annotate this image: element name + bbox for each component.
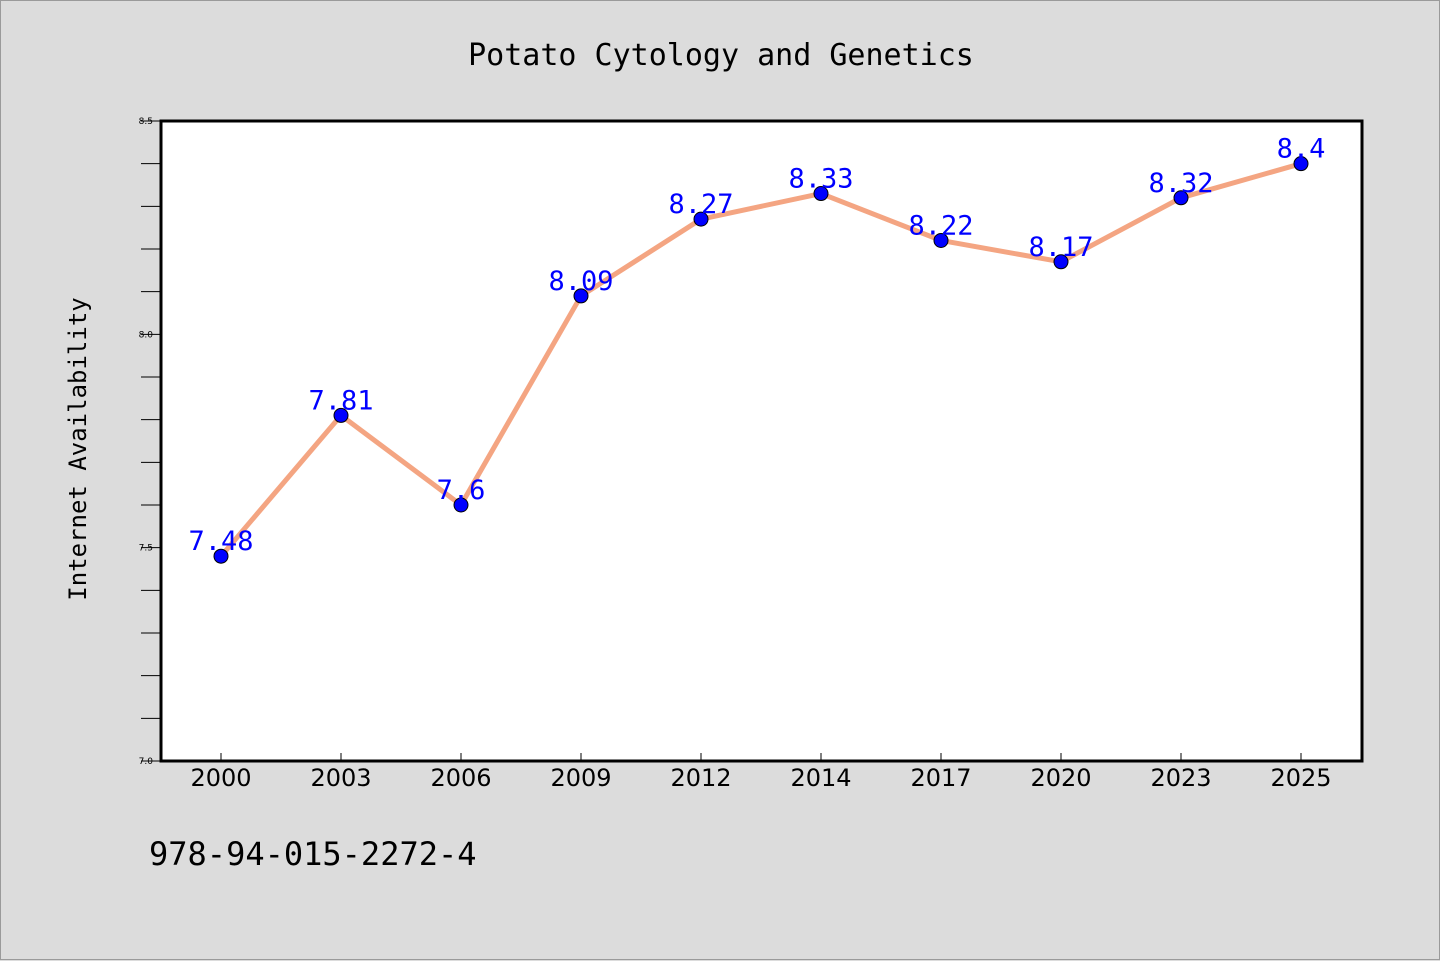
data-labels: 7.48 7.81 7.6 8.09 8.27 8.33 8.22 8.17 8.32 8.4: [188, 134, 1325, 558]
data-point: [813, 186, 829, 202]
data-label: 8.22: [908, 210, 973, 241]
data-label: 7.6: [437, 475, 486, 506]
x-axis-ticks: 2000 2003 2006 2009 2012 2014 2017 2020 2023 2025: [190, 753, 1332, 792]
x-tick-label: 2000: [190, 764, 251, 792]
x-tick-label: 2009: [550, 764, 611, 792]
data-point: [693, 211, 709, 227]
y-axis-ticks: 7.0 7.5 8.0 8.5: [139, 117, 161, 767]
x-tick-label: 2012: [670, 764, 731, 792]
data-label: 8.32: [1148, 168, 1213, 199]
data-point: [1053, 254, 1069, 270]
data-point: [1173, 190, 1189, 206]
data-point: [333, 407, 349, 423]
data-point: [1293, 156, 1309, 172]
y-tick-label: 7.5: [139, 544, 153, 554]
y-tick-label: 8.0: [139, 330, 154, 340]
data-label: 7.48: [188, 526, 253, 557]
data-point: [573, 288, 589, 304]
chart-title: Potato Cytology and Genetics: [468, 38, 974, 73]
series-line: [218, 161, 1304, 559]
data-label: 8.33: [788, 164, 853, 195]
x-tick-label: 2017: [910, 764, 971, 792]
x-tick-label: 2025: [1270, 764, 1331, 792]
footer-code: 978-94-015-2272-4: [149, 835, 477, 873]
x-tick-label: 2020: [1030, 764, 1091, 792]
y-axis-label: Internet Availability: [64, 297, 92, 600]
y-tick-label: 7.0: [139, 757, 154, 767]
data-label: 7.81: [308, 385, 373, 416]
data-label: 8.17: [1028, 232, 1093, 263]
x-tick-label: 2006: [430, 764, 491, 792]
x-tick-label: 2003: [310, 764, 371, 792]
data-label: 8.4: [1277, 134, 1326, 165]
plot-area: [159, 119, 1364, 763]
x-tick-label: 2014: [790, 764, 851, 792]
data-label: 8.09: [548, 266, 613, 297]
series-layer: [213, 156, 1309, 564]
data-label: 8.27: [668, 189, 733, 220]
data-point: [933, 232, 949, 248]
data-point: [213, 548, 229, 564]
data-point: [453, 497, 469, 513]
x-tick-label: 2023: [1150, 764, 1211, 792]
y-tick-label: 8.5: [139, 117, 153, 127]
